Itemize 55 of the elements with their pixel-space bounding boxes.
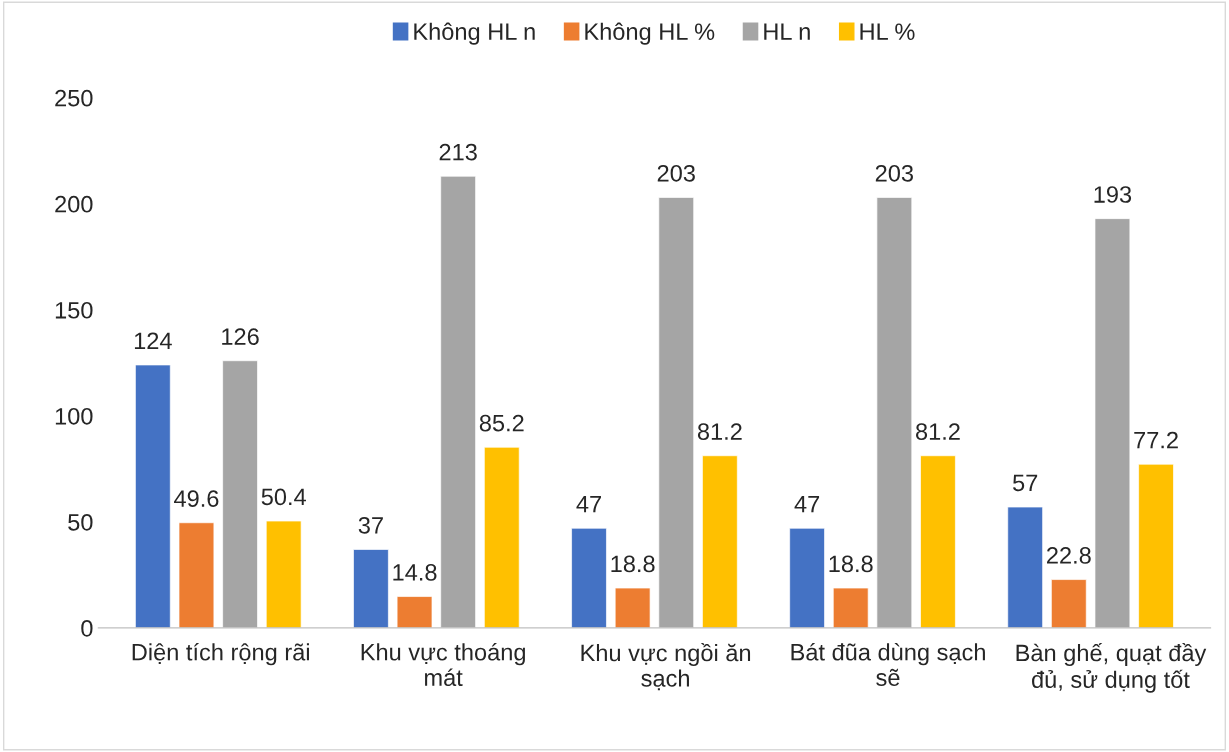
bar xyxy=(178,522,215,628)
y-tick-label: 250 xyxy=(55,89,93,107)
data-label: 49.6 xyxy=(174,490,219,507)
bar xyxy=(222,360,258,628)
data-label: 14.8 xyxy=(393,564,437,581)
y-tick-label: 0 xyxy=(81,619,93,637)
y-tick-label: 50 xyxy=(68,513,93,531)
bar xyxy=(702,455,738,628)
legend-label: Không HL n xyxy=(414,22,535,45)
x-tick-label: Diện tích rộng rãi xyxy=(132,642,309,666)
y-tick-label: 200 xyxy=(55,195,93,213)
x-tick-label: Khu vực ngồi ăn sạch xyxy=(581,642,751,691)
data-label: 18.8 xyxy=(611,555,655,573)
bar xyxy=(789,527,825,628)
y-tick-label: 100 xyxy=(55,407,93,425)
x-tick-label: Bát đũa dùng sạch sẽ xyxy=(791,642,985,687)
bar xyxy=(1138,463,1174,628)
data-label: 124 xyxy=(134,332,172,349)
bar xyxy=(876,197,913,628)
legend-label: HL n xyxy=(764,23,810,40)
data-label: 193 xyxy=(1094,186,1132,203)
bar xyxy=(571,527,607,628)
data-label: 85.2 xyxy=(479,414,524,432)
data-label: 77.2 xyxy=(1134,431,1178,449)
bar xyxy=(1007,506,1043,628)
data-label: 213 xyxy=(439,143,477,161)
x-tick-label: Khu vực thoáng mát xyxy=(361,642,525,687)
data-label: 57 xyxy=(1013,474,1038,492)
legend-label: Không HL % xyxy=(585,22,715,45)
bar xyxy=(1094,218,1131,628)
legend-label: HL % xyxy=(860,23,915,40)
bar xyxy=(396,596,433,628)
data-label: 81.2 xyxy=(697,423,742,440)
data-label: 37 xyxy=(358,516,383,534)
data-label: 47 xyxy=(576,496,601,513)
data-label: 18.8 xyxy=(829,555,873,573)
bar xyxy=(135,364,171,628)
data-label: 126 xyxy=(222,328,259,345)
bar xyxy=(658,197,695,628)
bar xyxy=(920,455,956,628)
bar xyxy=(265,520,302,628)
data-label: 50.4 xyxy=(261,488,306,506)
data-label: 203 xyxy=(657,164,695,182)
data-label: 22.8 xyxy=(1047,547,1091,564)
data-label: 203 xyxy=(875,164,913,182)
bar xyxy=(353,549,389,628)
x-tick-label: Bàn ghế, quạt đầy đủ, sử dụng tốt xyxy=(1016,642,1207,693)
y-tick-label: 150 xyxy=(55,301,93,319)
bar xyxy=(483,446,520,628)
bar xyxy=(614,587,651,628)
bar xyxy=(440,175,476,628)
data-label: 81.2 xyxy=(916,423,960,440)
data-label: 47 xyxy=(794,496,820,513)
bar xyxy=(832,587,869,628)
bar xyxy=(1051,579,1087,628)
